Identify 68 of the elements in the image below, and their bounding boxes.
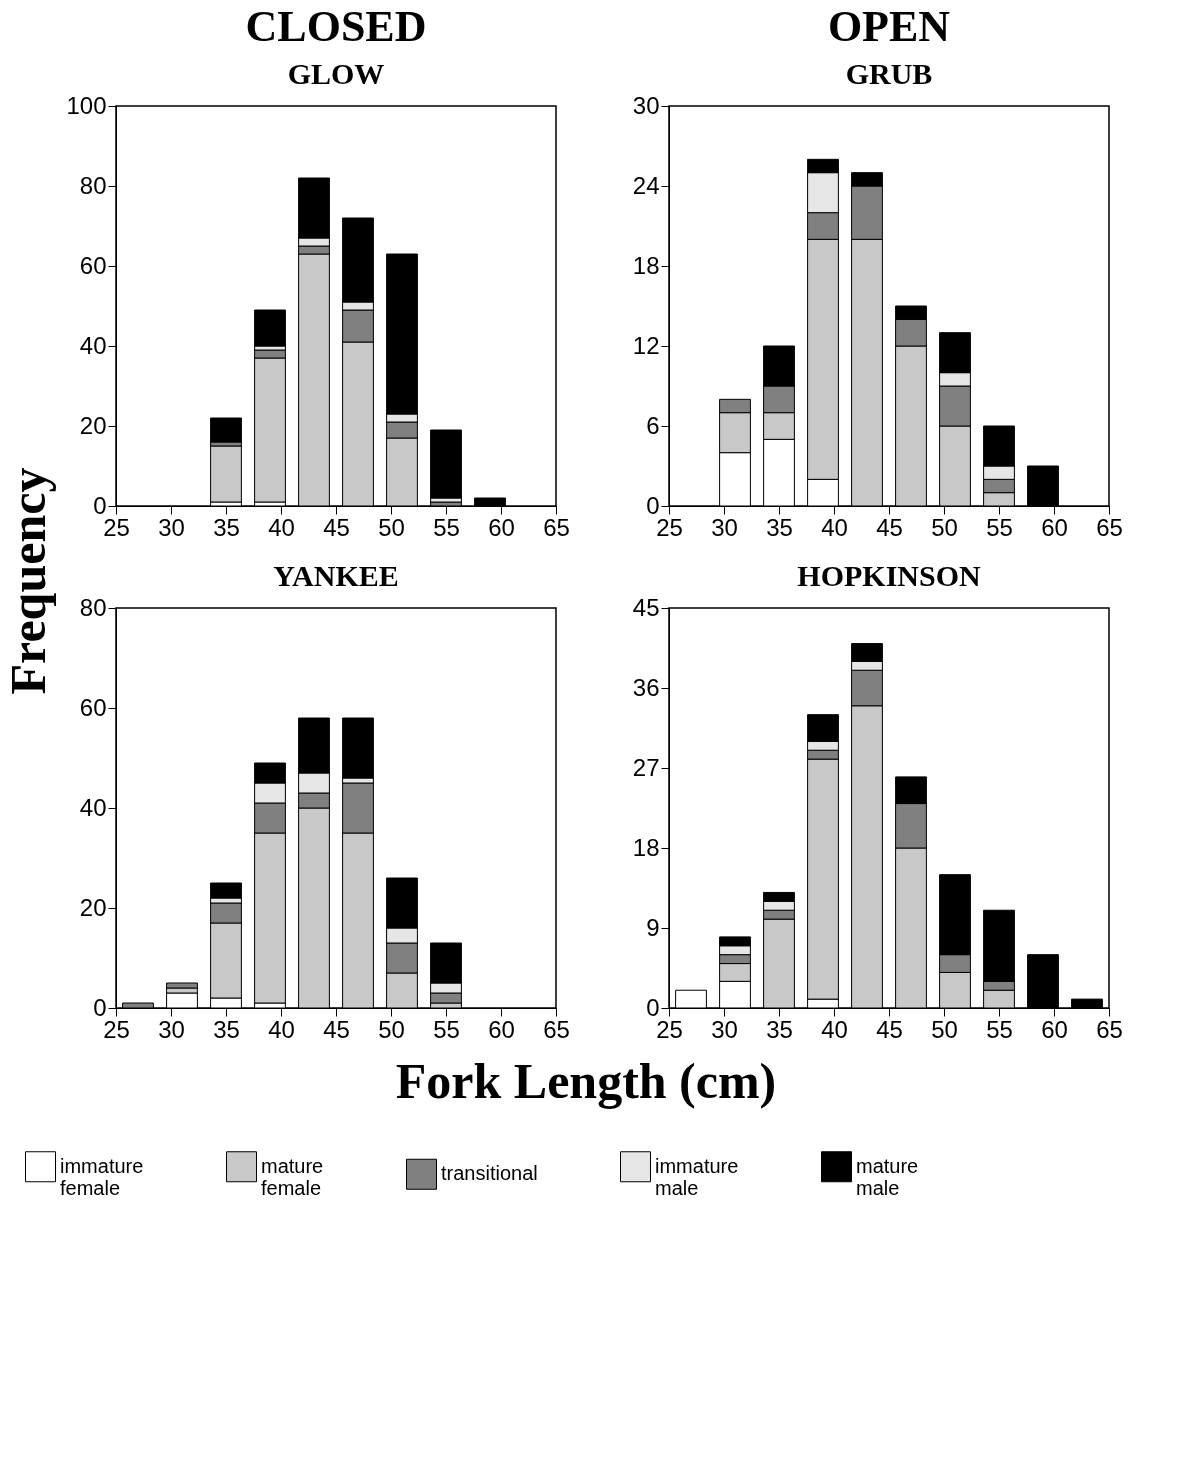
x-tick-label: 45 (876, 513, 903, 541)
x-tick-label: 45 (323, 1015, 350, 1043)
y-tick-label: 18 (632, 833, 660, 861)
x-tick-label: 65 (543, 1015, 570, 1043)
chart-subtitle: GRUB (845, 57, 933, 90)
chart-title: CLOSED (245, 2, 427, 51)
y-tick-label: 12 (632, 331, 660, 359)
x-tick-label: 60 (488, 1015, 515, 1043)
y-tick-label: 60 (79, 251, 107, 279)
chart-title: OPEN (827, 2, 951, 51)
x-tick-label: 60 (1041, 1015, 1068, 1043)
x-tick-label: 55 (433, 1015, 460, 1043)
x-tick-label: 50 (378, 513, 405, 541)
bar (254, 309, 286, 347)
y-tick-label: 45 (632, 593, 660, 621)
y-axis-title: Frequency (0, 467, 56, 695)
y-tick-label: 20 (79, 411, 107, 439)
x-tick-label: 30 (158, 513, 185, 541)
x-tick-label: 55 (986, 1015, 1013, 1043)
x-tick-label: 50 (378, 1015, 405, 1043)
x-tick-label: 45 (323, 513, 350, 541)
y-tick-label: 18 (632, 251, 660, 279)
legend-label: transitional (441, 1162, 538, 1185)
y-tick-label: 24 (632, 171, 660, 199)
x-tick-label: 40 (268, 1015, 295, 1043)
bar (430, 429, 462, 499)
x-tick-label: 50 (931, 513, 958, 541)
y-tick-label: 40 (79, 793, 107, 821)
y-tick-label: 40 (79, 331, 107, 359)
y-tick-label: 6 (646, 411, 660, 439)
x-tick-label: 55 (986, 513, 1013, 541)
x-tick-label: 30 (711, 1015, 738, 1043)
y-tick-label: 60 (79, 693, 107, 721)
legend-label: mature male (856, 1154, 919, 1199)
legend-label: immature male (655, 1154, 739, 1199)
x-tick-label: 65 (1096, 513, 1123, 541)
bar (210, 445, 242, 503)
x-tick-label: 50 (931, 1015, 958, 1043)
y-tick-label: 80 (79, 593, 107, 621)
x-tick-label: 60 (1041, 513, 1068, 541)
y-tick-label: 100 (66, 91, 107, 119)
x-tick-label: 40 (821, 513, 848, 541)
y-tick-label: 9 (646, 913, 660, 941)
x-axis-title: Fork Length (cm) (395, 1053, 777, 1109)
x-tick-label: 60 (488, 513, 515, 541)
y-tick-label: 80 (79, 171, 107, 199)
x-tick-label: 65 (543, 513, 570, 541)
x-tick-label: 35 (766, 1015, 793, 1043)
y-tick-label: 20 (79, 893, 107, 921)
x-tick-label: 35 (766, 513, 793, 541)
x-tick-label: 55 (433, 513, 460, 541)
chart-subtitle: GLOW (287, 57, 385, 90)
x-tick-label: 65 (1096, 1015, 1123, 1043)
x-tick-label: 40 (821, 1015, 848, 1043)
x-tick-label: 30 (158, 1015, 185, 1043)
y-tick-label: 30 (632, 91, 660, 119)
y-tick-label: 36 (632, 673, 660, 701)
x-tick-label: 35 (213, 1015, 240, 1043)
x-tick-label: 40 (268, 513, 295, 541)
chart-title: YANKEE (273, 559, 399, 592)
x-tick-label: 35 (213, 513, 240, 541)
legend-label: mature female (261, 1154, 324, 1199)
x-tick-label: 45 (876, 1015, 903, 1043)
y-tick-label: 27 (632, 753, 660, 781)
bar (210, 417, 242, 443)
legend-label: immature female (60, 1154, 144, 1199)
chart-title: HOPKINSON (797, 559, 982, 592)
x-tick-label: 30 (711, 513, 738, 541)
